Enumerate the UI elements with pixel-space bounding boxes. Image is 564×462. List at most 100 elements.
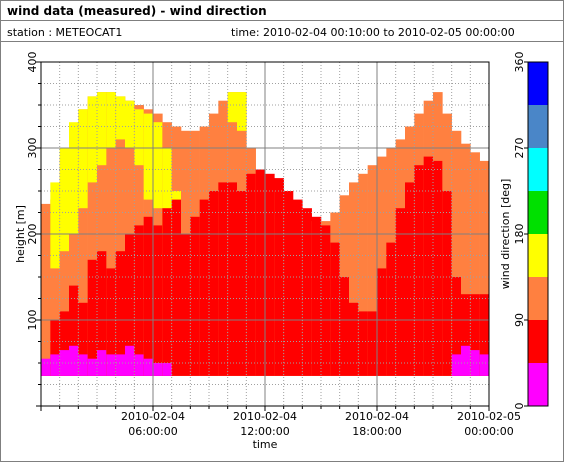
heatmap-column-orange [377,156,387,376]
heatmap-column-yellow [59,148,70,252]
heatmap-column-red [386,242,396,376]
heatmap-column-orange [470,152,480,376]
x-tick-label-time: 06:00:00 [128,425,177,438]
heatmap-column-red [227,182,238,376]
heatmap-column-yellow [69,122,79,234]
heatmap-column-magenta [134,354,144,376]
heatmap-column-red [181,234,191,376]
heatmap-column-yellow [78,109,88,209]
heatmap-column-red [171,199,182,376]
heatmap-column-magenta [59,350,70,376]
heatmap-column-orange [479,160,490,376]
station-label: station : METEOCAT1 [7,26,123,39]
heatmap-column-magenta [162,363,172,376]
heatmap-column-red [162,208,172,376]
heatmap-column-red [69,285,79,376]
heatmap-column-orange [50,199,60,376]
heatmap-column-red [78,302,88,376]
heatmap-column-orange [451,130,462,376]
colorbar-bin [528,105,548,148]
heatmap-column-yellow [143,113,154,200]
heatmap-column-red [274,178,284,376]
heatmap-column-red [470,294,480,376]
heatmap-column-red [377,268,387,376]
colorbar-tick-label: 0 [513,403,526,410]
y-tick-label: 100 [26,310,39,331]
heatmap-column-red [209,191,219,376]
heatmap-column-red [218,182,228,376]
y-axis-label: height [m] [14,205,27,263]
heatmap-column-magenta [451,354,462,376]
heatmap-column-red [106,268,116,376]
heatmap-column-red [330,242,340,376]
heatmap-column-yellow [50,182,60,269]
colorbar-bin [528,148,548,191]
heatmap-column-magenta [106,354,116,376]
heatmap-column-magenta [69,345,79,376]
heatmap-column-red [50,320,60,376]
heatmap-column-magenta [143,358,154,376]
heatmap-column-yellow [125,100,135,148]
y-tick-label: 400 [26,52,39,73]
heatmap-column-orange [69,130,79,376]
heatmap-column-orange [461,143,471,376]
heatmap-column-magenta [125,345,135,376]
heatmap-column-red [199,199,210,376]
heatmap-column-red [311,216,322,376]
heatmap-column-red [414,165,424,376]
colorbar-bin [528,320,548,363]
x-tick-label-date: 2010-02-05 [457,410,521,423]
heatmap-column-yellow [227,92,238,123]
colorbar: 0 90 180 270 360 [513,52,549,410]
heatmap-column-red [395,208,406,376]
colorbar-tick-label: 270 [513,138,526,159]
chart-title: wind data (measured) - wind direction [7,4,267,18]
heatmap-column-red [339,277,350,376]
y-tick-label: 300 [26,138,39,159]
colorbar-bin [528,191,548,234]
heatmap-column-red [87,259,98,376]
colorbar-bin [528,62,548,105]
heatmap-column-orange [41,203,51,376]
heatmap-column-red [367,311,378,376]
heatmap-column-red [451,277,462,376]
x-tick-label-date: 2010-02-04 [345,410,409,423]
heatmap-column-magenta [50,354,60,376]
heatmap-column-yellow [97,92,107,166]
heatmap-column-orange [115,96,126,376]
heatmap-column-red [143,216,154,376]
colorbar-bin [528,234,548,277]
header-divider-bottom [1,41,563,42]
heatmap-column-red [59,311,70,376]
heatmap-column-red [358,311,368,376]
heatmap-column-yellow [115,96,126,140]
axes-layer: 100 200 300 400 2010-02-04 06:00:00 2010-02-04… [26,52,521,439]
heatmap-column-orange [367,165,378,376]
heatmap-column-orange [78,109,88,376]
heatmap-layer [41,92,490,376]
heatmap-column-yellow [87,96,98,183]
heatmap-column-red [479,294,490,376]
heatmap-column-magenta [153,363,163,376]
colorbar-tick-label: 90 [513,313,526,327]
x-axis-label: time [253,438,278,451]
time-range-label: time: 2010-02-04 00:10:00 to 2010-02-05 … [231,26,515,39]
heatmap-column-yellow [153,122,163,209]
x-tick-label-time: 00:00:00 [464,425,513,438]
colorbar-label: wind direction [deg] [499,179,512,290]
heatmap-column-orange [87,96,98,376]
heatmap-column-red [246,173,256,376]
heatmap-column-magenta [115,354,126,376]
heatmap-column-red [265,173,275,376]
colorbar-tick-label: 180 [513,224,526,245]
heatmap-column-red [321,225,331,376]
heatmap-column-yellow [106,92,116,148]
heatmap-column-magenta [461,345,471,376]
heatmap-column-red [237,191,247,376]
heatmap-column-orange [358,173,368,376]
heatmap-column-red [283,191,294,376]
heatmap-column-yellow [237,92,247,131]
heatmap-column-red [302,208,312,376]
heatmap-column-magenta [41,358,51,376]
